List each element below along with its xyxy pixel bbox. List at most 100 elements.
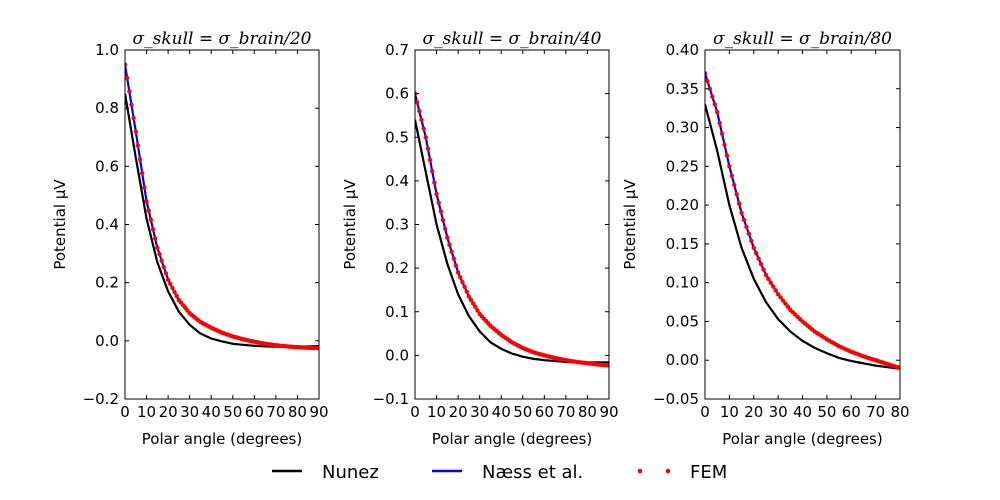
fem-point: [758, 261, 764, 267]
y-tick-label: 0.7: [385, 41, 409, 59]
fem-point: [140, 171, 145, 176]
panel-1: 0 10 20 30 40 50 60 70 80 90 −0.2 0.0 0.2 0.4 0.6 0.8 1.…: [51, 29, 329, 448]
panel-3: 0 10 20 30 40 50 60 70 80 −0.05 0.00 0.05 0.10 0.15 0.…: [621, 29, 910, 448]
x-tick-label: 10: [427, 403, 446, 421]
fem-point: [712, 102, 717, 107]
y-tick-label: 0.2: [95, 274, 119, 292]
legend-label: FEM: [690, 462, 727, 483]
fem-point: [761, 267, 766, 272]
panel-title: σ_skull = σ_brain/80: [713, 29, 892, 49]
fem-point: [142, 185, 147, 190]
y-tick-label: 0.05: [666, 312, 699, 330]
x-tick-label: 90: [309, 403, 328, 421]
fem-point: [719, 131, 725, 136]
fem-point: [734, 192, 739, 197]
fem-point: [785, 304, 791, 309]
fem-point: [775, 292, 781, 297]
x-tick-label: 0: [120, 403, 130, 421]
x-tick-label: 20: [744, 403, 763, 421]
fem-point: [458, 275, 463, 280]
x-tick-label: 60: [245, 403, 264, 421]
x-tick-label: 10: [720, 403, 739, 421]
fem-point: [783, 301, 788, 306]
fem-point: [430, 169, 435, 174]
y-tick-label: 0.4: [385, 172, 409, 190]
fem-point: [421, 126, 426, 131]
y-tick-label: 0.15: [666, 235, 699, 253]
fem-point: [453, 263, 459, 268]
fem-point: [436, 200, 441, 205]
panel-title: σ_skull = σ_brain/40: [423, 29, 602, 49]
x-axis-label: Polar angle (degrees): [432, 430, 592, 448]
fem-point: [135, 143, 141, 148]
fem-point: [705, 78, 710, 84]
fem-point: [746, 231, 752, 237]
fem-point: [455, 270, 461, 275]
x-tick-label: 80: [890, 403, 909, 421]
fem-point: [163, 271, 169, 276]
x-tick-label: 80: [578, 403, 597, 421]
fem-point: [707, 86, 713, 91]
fem-point: [714, 109, 720, 115]
fem-point: [729, 173, 735, 178]
fem-point: [727, 164, 732, 169]
fem-point: [168, 281, 173, 287]
fem-point: [423, 135, 428, 140]
fem-point: [778, 295, 783, 300]
legend-item: Nunez: [272, 462, 379, 483]
y-tick-label: −0.1: [373, 390, 409, 408]
fem-point: [763, 272, 769, 278]
fem-point: [161, 264, 166, 270]
y-tick-label: 0.3: [385, 216, 409, 234]
fem-point: [434, 191, 439, 197]
fem-point: [125, 75, 130, 81]
nunez-line: [125, 93, 319, 348]
y-tick-label: 0.10: [666, 274, 699, 292]
fem-point: [471, 301, 476, 306]
panel-2: 0 10 20 30 40 50 60 70 80 90 −0.1 0.0 0.1 0.2 0.3 0.4 0.…: [341, 29, 619, 448]
fem-point: [475, 308, 480, 313]
x-tick-label: 10: [137, 403, 156, 421]
y-tick-label: 0.0: [385, 346, 409, 364]
x-tick-label: 60: [842, 403, 861, 421]
x-axis-label: Polar angle (degrees): [722, 430, 882, 448]
fem-point: [717, 120, 722, 126]
fem-point: [722, 142, 727, 147]
fem-point: [170, 285, 175, 291]
fem-point: [131, 115, 136, 121]
x-tick-label: 20: [449, 403, 468, 421]
fem-point: [771, 284, 776, 289]
fem-point: [445, 235, 450, 240]
fem-point: [460, 279, 465, 285]
y-axis-label: Potential μV: [341, 179, 359, 270]
x-tick-label: 30: [769, 403, 788, 421]
fem-point: [768, 280, 774, 285]
plot-area: [125, 62, 319, 351]
fem-point: [468, 297, 474, 303]
y-tick-label: 0.8: [95, 99, 119, 117]
x-tick-label: 50: [223, 403, 242, 421]
y-tick-label: 0.5: [385, 128, 409, 146]
fem-point: [753, 251, 759, 256]
fem-point: [736, 201, 742, 206]
x-tick-label: 60: [535, 403, 554, 421]
y-tick-label: 0.2: [385, 259, 409, 277]
fem-point: [129, 102, 134, 107]
fem-point: [148, 217, 154, 223]
fem-point: [172, 289, 177, 295]
y-tick-label: 0.35: [666, 80, 699, 98]
fem-point: [739, 210, 744, 216]
y-tick-label: −0.2: [83, 390, 119, 408]
fem-point: [897, 365, 900, 371]
fem-point: [732, 182, 737, 188]
fem-point: [425, 146, 431, 151]
fem-point: [427, 157, 433, 163]
x-tick-label: 70: [266, 403, 285, 421]
x-tick-label: 40: [492, 403, 511, 421]
legend-item: Næss et al.: [432, 462, 583, 483]
fem-point: [744, 224, 749, 230]
nunez-line: [705, 104, 900, 370]
fem-point: [419, 117, 424, 123]
fem-point: [724, 153, 730, 158]
